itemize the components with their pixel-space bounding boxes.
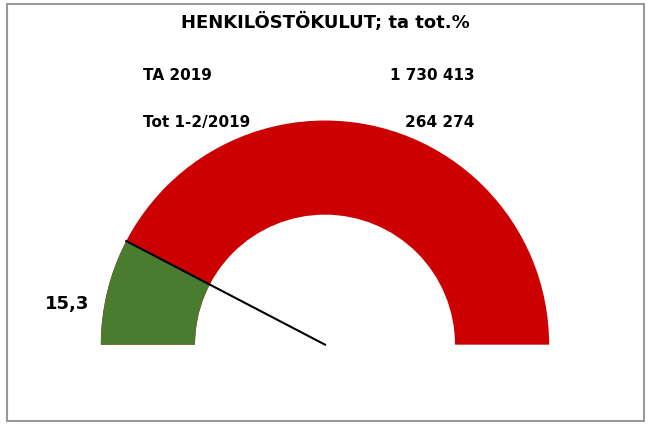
Wedge shape (101, 241, 210, 345)
Text: 1 730 413: 1 730 413 (390, 68, 474, 83)
Text: HENKILÖSTÖKULUT; ta tot.%: HENKILÖSTÖKULUT; ta tot.% (181, 13, 469, 32)
Wedge shape (101, 121, 549, 345)
Text: TA 2019: TA 2019 (143, 68, 212, 83)
Text: Tot 1-2/2019: Tot 1-2/2019 (143, 115, 250, 130)
Text: 15,3: 15,3 (46, 295, 90, 313)
Text: 264 274: 264 274 (405, 115, 474, 130)
